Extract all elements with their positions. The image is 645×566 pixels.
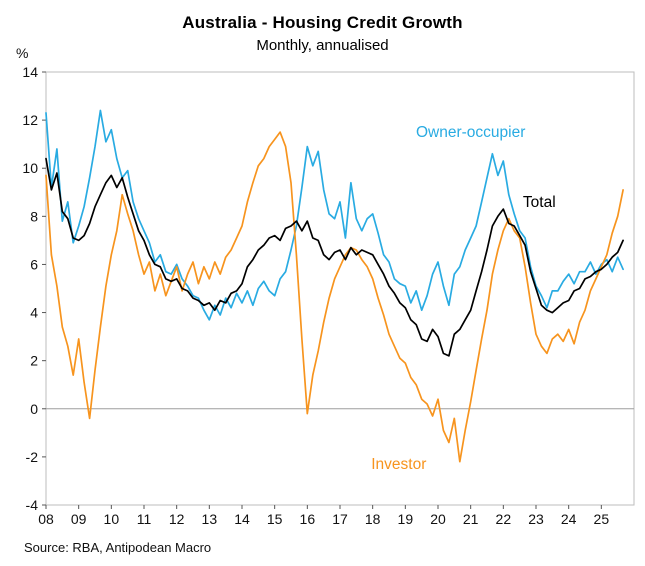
x-axis-tick-label: 21 — [463, 511, 479, 527]
x-axis-tick-label: 13 — [202, 511, 218, 527]
y-axis-tick-label: -2 — [26, 449, 39, 465]
x-axis-tick-label: 08 — [38, 511, 54, 527]
y-axis-unit-label: % — [16, 45, 29, 61]
y-axis-tick-label: 10 — [22, 160, 38, 176]
series-line-investor — [45, 131, 624, 463]
x-axis-tick-label: 25 — [594, 511, 610, 527]
chart-subtitle: Monthly, annualised — [256, 37, 389, 54]
y-axis-tick-label: 0 — [30, 401, 38, 417]
x-axis-tick-label: 19 — [398, 511, 414, 527]
x-axis-tick-label: 15 — [267, 511, 283, 527]
x-axis-tick-label: 24 — [561, 511, 577, 527]
y-axis-tick-label: 8 — [30, 208, 38, 224]
series-line-total — [45, 157, 624, 357]
y-axis-tick-label: 6 — [30, 256, 38, 272]
x-axis-tick-label: 09 — [71, 511, 87, 527]
y-axis-tick-label: 4 — [30, 305, 38, 321]
series-label-total: Total — [523, 194, 556, 211]
series-label-owner-occupier: Owner-occupier — [416, 124, 525, 141]
x-axis-tick-label: 16 — [300, 511, 316, 527]
x-axis-tick-label: 17 — [332, 511, 348, 527]
x-axis-tick-label: 14 — [234, 511, 250, 527]
y-axis-tick-label: -4 — [26, 497, 39, 513]
chart-title: Australia - Housing Credit Growth — [182, 13, 463, 32]
y-axis-tick-label: 14 — [22, 64, 38, 80]
y-axis-tick-label: 2 — [30, 353, 38, 369]
x-axis-tick-label: 20 — [430, 511, 446, 527]
series-line-owner-occupier — [45, 109, 624, 321]
x-axis-tick-label: 11 — [137, 511, 152, 527]
source-note: Source: RBA, Antipodean Macro — [24, 540, 212, 555]
plot-frame — [45, 71, 635, 506]
y-axis-tick-label: 12 — [22, 112, 38, 128]
series-label-investor: Investor — [371, 456, 426, 473]
x-axis-tick-label: 23 — [528, 511, 544, 527]
x-axis-tick-label: 22 — [496, 511, 512, 527]
x-axis-tick-label: 18 — [365, 511, 381, 527]
x-axis-tick-label: 12 — [169, 511, 185, 527]
x-axis-tick-label: 10 — [104, 511, 120, 527]
